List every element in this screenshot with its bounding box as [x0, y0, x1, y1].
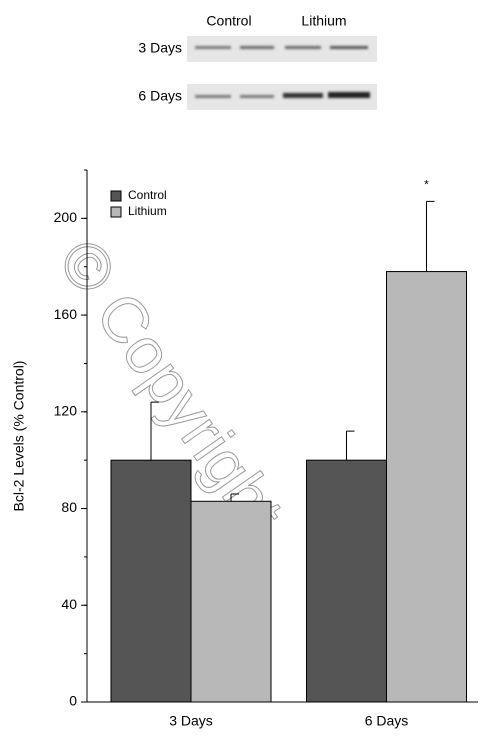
legend-label: Lithium	[128, 204, 167, 218]
significance-marker: *	[424, 178, 429, 192]
blot-row-label: 3 Days	[138, 40, 182, 56]
error-bar	[347, 431, 355, 460]
y-tick-label: 80	[61, 499, 77, 515]
legend-label: Control	[128, 188, 167, 202]
y-tick-label: 200	[54, 209, 78, 225]
bar	[191, 501, 271, 702]
blot-column-label: Lithium	[301, 13, 346, 29]
y-tick-label: 160	[54, 306, 78, 322]
blot-column-label: Control	[206, 13, 251, 29]
x-tick-label: 6 Days	[365, 713, 409, 729]
figure: Control Lithium 3 Days 6 Days Bcl-2 Leve…	[0, 0, 481, 732]
y-tick-label: 0	[69, 693, 77, 709]
legend-swatch	[111, 191, 121, 201]
legend-swatch	[111, 207, 121, 217]
x-tick-label: 3 Days	[169, 713, 213, 729]
blot-row-label: 6 Days	[138, 88, 182, 104]
bar	[307, 460, 387, 702]
y-tick-label: 120	[54, 403, 78, 419]
y-axis-label: Bcl-2 Levels (% Control)	[11, 361, 27, 512]
y-tick-label: 40	[61, 596, 77, 612]
error-bar	[427, 201, 435, 271]
bar	[111, 460, 191, 702]
bar	[387, 272, 467, 702]
blot: Control Lithium 3 Days 6 Days	[138, 13, 377, 110]
